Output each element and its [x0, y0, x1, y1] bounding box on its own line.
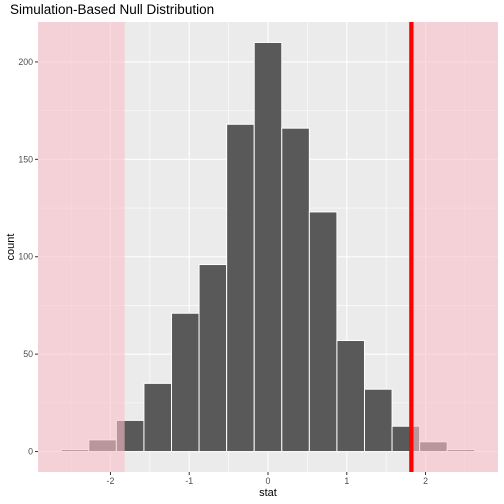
histogram-bar: [308, 211, 338, 453]
chart-title: Simulation-Based Null Distribution: [10, 2, 214, 17]
x-axis-title: stat: [259, 487, 277, 499]
y-tick-label: 200: [18, 57, 33, 67]
shaded-region: [411, 22, 498, 472]
shaded-region: [38, 22, 125, 472]
histogram-bar: [363, 388, 393, 453]
y-tick-label: 150: [18, 154, 33, 164]
x-axis-ticks: -2 -1 0 1 2: [107, 472, 428, 486]
shaded-p-value-regions: [38, 22, 498, 472]
histogram-bars: [60, 41, 476, 453]
y-tick-label: 0: [28, 447, 33, 457]
histogram-bar: [336, 340, 365, 453]
histogram-bar: [281, 127, 310, 453]
x-tick-label: 2: [423, 476, 428, 486]
y-axis-ticks: 0 50 100 150 200: [18, 57, 38, 457]
x-tick-label: 1: [344, 476, 349, 486]
x-tick-label: 0: [266, 476, 271, 486]
x-tick-label: -2: [107, 476, 115, 486]
y-tick-label: 50: [23, 349, 33, 359]
y-tick-label: 100: [18, 252, 33, 262]
x-tick-label: -1: [185, 476, 193, 486]
histogram-bar: [198, 264, 228, 453]
histogram-bar: [253, 41, 283, 453]
histogram-bar: [226, 123, 255, 453]
histogram-bar: [143, 382, 173, 453]
y-axis-title: count: [5, 234, 17, 261]
histogram-bar: [171, 312, 200, 453]
